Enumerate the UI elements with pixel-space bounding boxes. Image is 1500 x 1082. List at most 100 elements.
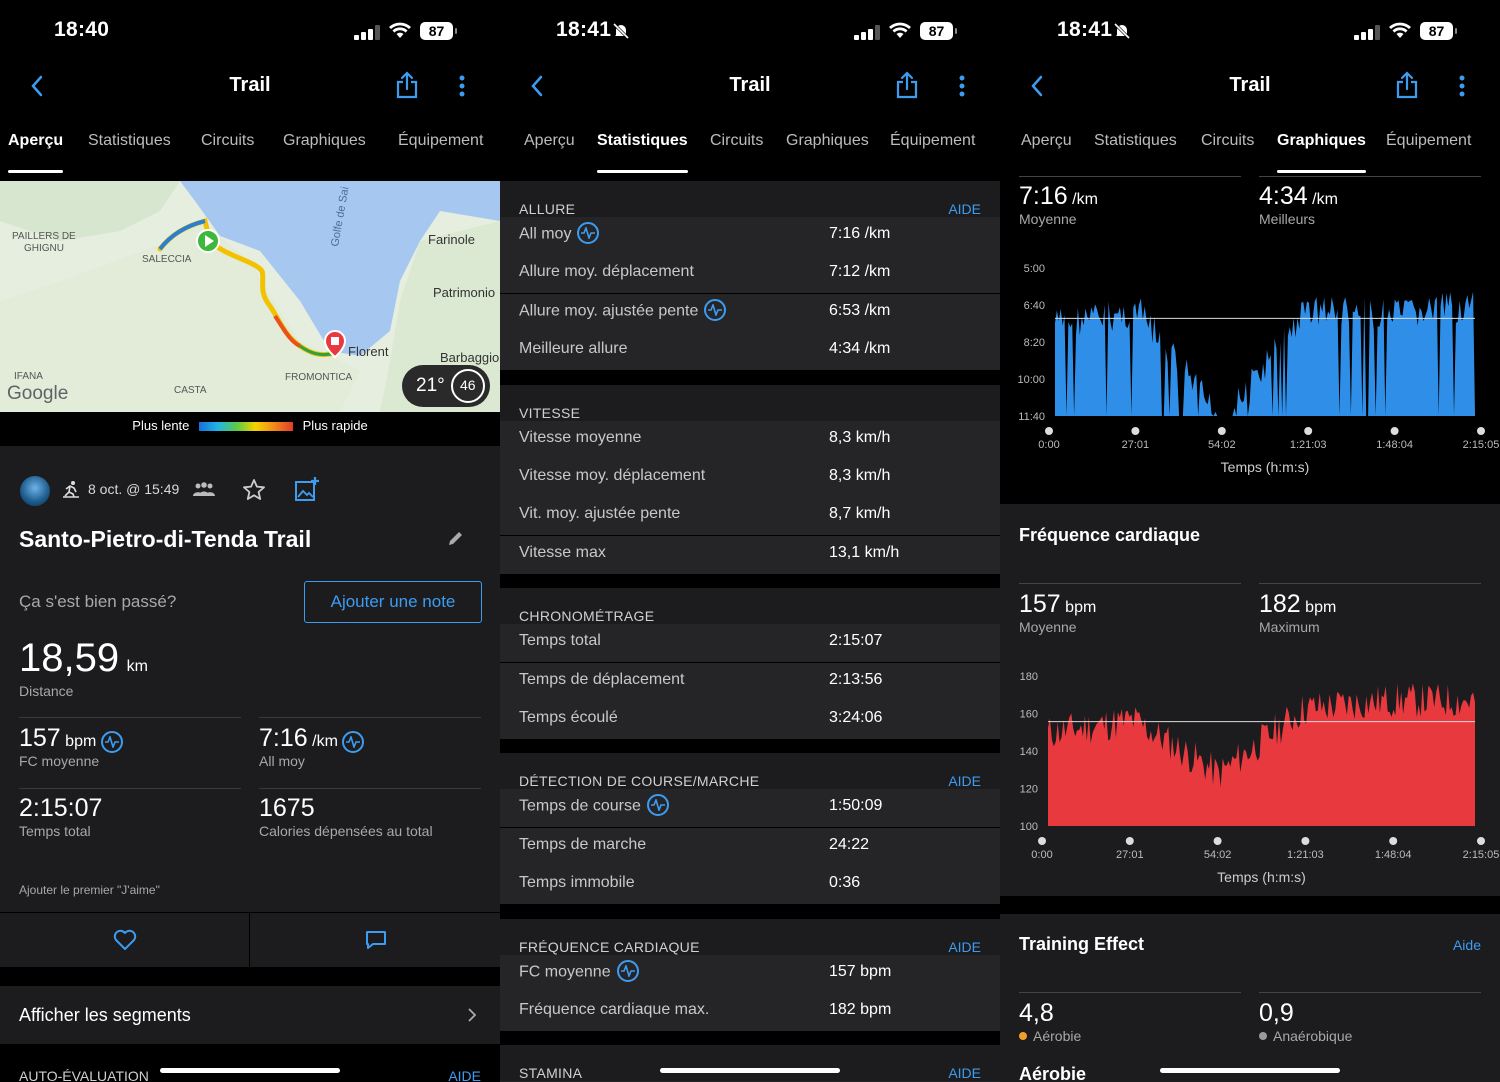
x-tick-dot [1477,427,1485,435]
route-map[interactable]: PAILLERS DE GHIGNU SALECCIA Golfe de Sai… [0,181,500,412]
tab-circuits[interactable]: Circuits [201,132,255,149]
section-header: STAMINA AIDE [500,1045,1000,1082]
tab-equipement[interactable]: Équipement [1386,132,1472,149]
performance-icon[interactable] [646,794,669,817]
more-options-icon[interactable] [455,74,469,98]
add-note-button[interactable]: Ajouter une note [304,581,482,623]
x-tick-label: 27:01 [1116,849,1144,861]
pace-unit: /km [312,733,338,750]
tab-equipement[interactable]: Équipement [398,132,484,149]
x-tick-label: 54:02 [1204,849,1232,861]
stat-value: 7:12 /km [829,263,891,281]
speed-legend: Plus lente Plus rapide [0,418,500,433]
section-title: STAMINA [519,1065,583,1082]
share-icon[interactable] [1395,70,1419,100]
x-tick-label: 54:02 [1208,439,1236,451]
more-options-icon[interactable] [1455,74,1469,98]
hr-title: Fréquence cardiaque [1019,525,1201,545]
map-label-barbaggio: Barbaggio [440,350,499,365]
performance-icon[interactable] [704,298,727,321]
back-icon[interactable] [1028,74,1048,98]
x-tick-dot [1390,427,1399,435]
stat-label: Vitesse moy. déplacement [519,467,706,484]
tab-apercu[interactable]: Aperçu [524,132,575,149]
y-tick-label: 8:20 [1024,337,1045,349]
tab-graphiques[interactable]: Graphiques [786,132,869,149]
back-icon[interactable] [28,74,48,98]
stat-label: Temps écoulé [519,709,618,726]
section-title: ALLURE [519,201,576,217]
stat-label: Temps immobile [519,874,635,892]
auto-eval-header: AUTO-ÉVALUATION AIDE [0,1060,500,1082]
auto-eval-aide[interactable]: AIDE [448,1068,481,1082]
page-title: Trail [229,74,271,96]
stat-row: Temps de déplacement 2:13:56 [500,662,1000,701]
aide-link[interactable]: AIDE [948,938,981,955]
feeling-prompt: Ça s'est bien passé? [19,592,177,611]
stat-label: FC moyenne [519,959,639,982]
activity-card: 8 oct. @ 15:49 Santo-Pietro-di-Tenda Tra… [0,446,500,912]
map-label-fromontica: FROMONTICA [285,372,353,383]
te-section-label: Aérobie [1019,1064,1087,1082]
y-tick-label: 180 [1020,671,1038,683]
like-button[interactable] [0,913,249,967]
divider [1259,583,1481,584]
aide-link[interactable]: AIDE [948,773,981,790]
hr-avg-label: Moyenne [1019,619,1077,635]
te-anaerobic-label: Anaérobique [1259,1028,1352,1044]
stat-label: Temps total [519,632,601,650]
divider [259,717,481,718]
share-icon[interactable] [895,70,919,100]
hr-unit: bpm [65,733,97,750]
stat-value: 1:50:09 [829,797,883,815]
time-label: Temps total [19,823,91,839]
battery-icon: 87 [420,22,457,40]
stat-row: Allure moy. déplacement 7:12 /km [500,255,1000,294]
tab-equipement[interactable]: Équipement [890,132,976,149]
performance-icon[interactable] [616,959,639,982]
map-canvas: PAILLERS DE GHIGNU SALECCIA Golfe de Sai… [0,181,500,412]
add-photo-icon[interactable] [294,476,320,502]
y-tick-label: 11:40 [1018,411,1045,423]
group-icon[interactable] [192,482,216,498]
share-icon[interactable] [395,70,419,100]
map-label-paillers: PAILLERS DE [12,231,76,242]
status-time: 18:40 [54,18,110,41]
weather-badge: 21° 46 [402,365,490,407]
tab-apercu[interactable]: Aperçu [1021,132,1072,149]
edit-icon[interactable] [446,530,464,548]
aide-link[interactable]: AIDE [948,201,981,217]
hr-avg-value: 157 [1019,590,1061,618]
wifi-icon [1389,22,1411,38]
x-tick-label: 0:00 [1031,849,1052,861]
google-logo: Google [7,383,68,404]
home-indicator [660,1068,840,1073]
star-icon[interactable] [242,478,266,502]
te-title: Training Effect [1019,934,1145,954]
tab-circuits[interactable]: Circuits [1201,132,1255,149]
tab-apercu[interactable]: Aperçu [8,132,64,173]
tab-graphiques[interactable]: Graphiques [283,132,366,149]
avatar[interactable] [20,476,50,506]
back-icon[interactable] [528,74,548,98]
hr-avg: 157 bpm [1019,590,1096,619]
te-aide-link[interactable]: Aide [1452,937,1481,953]
more-options-icon[interactable] [955,74,969,98]
tab-graphiques[interactable]: Graphiques [1277,132,1366,173]
segments-row[interactable]: Afficher les segments [0,986,500,1044]
tab-circuits[interactable]: Circuits [710,132,764,149]
heart-rate-card: Fréquence cardiaque 157 bpm Moyenne 182 … [1000,504,1500,896]
comment-button[interactable] [250,913,500,967]
pace-card: 7:16 /km Moyenne 4:34 /km Meilleurs 5:00… [1000,174,1500,488]
heart-rate-chart[interactable]: 180 160 140 120 100 0:00 27:01 54:02 1:21:03 1:48… [1000,654,1500,894]
tab-statistiques[interactable]: Statistiques [597,132,688,173]
pace-chart[interactable]: 5:00 6:40 8:20 10:00 11:40 0:00 27:01 54:02 1:21… [1000,248,1500,488]
map-label-ghignu: GHIGNU [24,243,64,254]
tab-statistiques[interactable]: Statistiques [1094,132,1177,149]
statistics-panel: 18:41 87 Trail Aperçu Statistiques Circu… [500,0,1000,1082]
stat-value: 8,3 km/h [829,428,891,446]
tab-statistiques[interactable]: Statistiques [88,132,171,149]
pace-best: 4:34 /km [1259,182,1338,211]
aide-link[interactable]: AIDE [948,1065,981,1082]
performance-icon[interactable] [577,222,600,244]
